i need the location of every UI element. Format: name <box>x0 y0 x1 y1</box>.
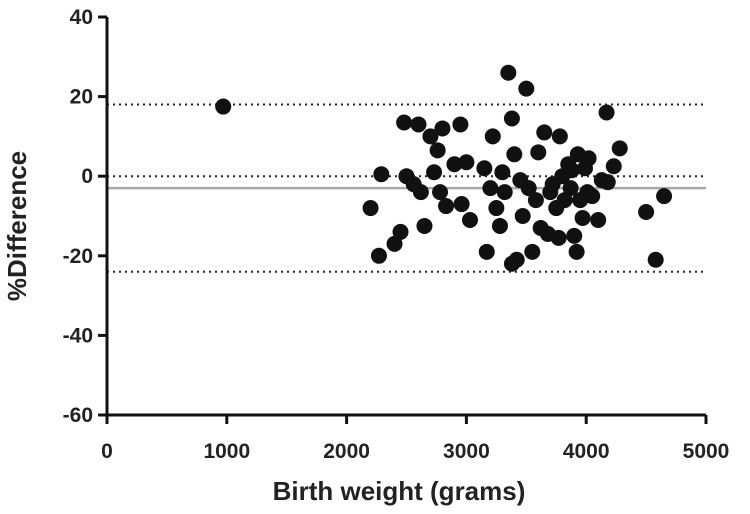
data-point <box>370 247 387 264</box>
data-point <box>536 124 553 141</box>
data-point <box>396 114 413 131</box>
data-points <box>215 64 673 272</box>
data-point <box>422 128 439 145</box>
data-point <box>392 223 409 240</box>
data-point <box>518 80 535 97</box>
axis-ticks: 40 20 0 -20 -40 -60 0 1000 2000 3000 4000 5000 <box>63 6 730 463</box>
data-point <box>524 243 541 260</box>
x-tick-label: 4000 <box>563 440 610 463</box>
y-tick-label: 40 <box>70 6 93 29</box>
data-point <box>647 251 664 268</box>
data-point <box>453 196 470 213</box>
data-point <box>410 116 427 133</box>
data-point <box>506 146 523 163</box>
data-point <box>426 164 443 181</box>
data-point <box>386 235 403 252</box>
data-point <box>611 140 628 157</box>
data-point <box>416 217 433 234</box>
data-point <box>434 120 451 137</box>
data-point <box>656 188 673 205</box>
y-axis-title: %Difference <box>2 151 32 301</box>
y-tick-label: -40 <box>63 324 93 347</box>
y-tick-label: -20 <box>63 245 93 268</box>
data-point <box>432 184 449 201</box>
data-point <box>514 208 531 224</box>
data-point <box>503 110 520 127</box>
data-point <box>520 180 537 197</box>
data-point <box>452 116 469 133</box>
x-axis-title: Birth weight (grams) <box>273 476 526 506</box>
data-point <box>599 174 616 191</box>
y-tick-label: 0 <box>81 165 93 188</box>
data-point <box>563 162 580 179</box>
data-point <box>446 156 463 173</box>
data-point <box>458 154 475 171</box>
x-tick-label: 5000 <box>683 440 730 463</box>
data-point <box>438 198 455 215</box>
data-point <box>494 164 511 181</box>
data-point <box>556 192 573 209</box>
data-point <box>551 128 568 145</box>
x-tick-label: 2000 <box>323 440 370 463</box>
data-point <box>508 251 525 268</box>
data-point <box>429 142 446 159</box>
data-point <box>500 64 517 81</box>
data-point <box>550 229 567 246</box>
x-tick-label: 3000 <box>443 440 490 463</box>
x-tick-label: 1000 <box>203 440 250 463</box>
data-point <box>412 184 429 201</box>
data-point <box>476 160 493 177</box>
data-point <box>638 204 655 221</box>
data-point <box>566 227 583 244</box>
data-point <box>215 98 232 115</box>
data-point <box>484 128 501 145</box>
data-point <box>527 192 544 209</box>
y-tick-label: -60 <box>63 404 93 427</box>
data-point <box>598 104 615 121</box>
data-point <box>580 150 597 167</box>
data-point <box>482 180 499 197</box>
data-point <box>562 180 579 197</box>
data-point <box>478 243 495 260</box>
data-point <box>461 211 478 228</box>
y-tick-label: 20 <box>70 86 93 109</box>
data-point <box>373 166 390 183</box>
data-point <box>584 188 601 205</box>
data-point <box>605 158 622 175</box>
data-point <box>574 209 591 226</box>
data-point <box>568 243 585 260</box>
data-point <box>496 184 513 201</box>
data-point <box>530 144 547 161</box>
x-tick-label: 0 <box>101 440 113 463</box>
data-point <box>488 200 505 217</box>
data-point <box>590 211 607 228</box>
data-point <box>362 200 379 217</box>
data-point <box>491 217 508 234</box>
